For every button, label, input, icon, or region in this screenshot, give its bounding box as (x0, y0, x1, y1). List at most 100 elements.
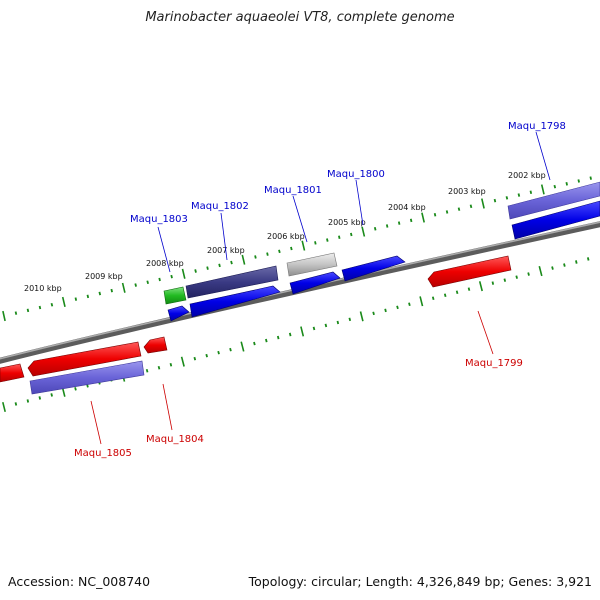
upper-ruler-minor-tick (50, 302, 54, 307)
upper-ruler-minor-tick (397, 221, 401, 225)
gene-label-maqu-1798[interactable]: Maqu_1798 (508, 121, 566, 132)
gene-arrow-left-edge[interactable] (0, 363, 25, 383)
lower-ruler-minor-tick (467, 287, 471, 291)
lower-ruler-minor-tick (443, 293, 447, 298)
upper-ruler-minor-tick (529, 190, 533, 194)
leader-maqu-1804 (162, 383, 173, 431)
upper-ruler-minor-tick (206, 266, 209, 270)
upper-ruler-minor-tick (26, 308, 30, 313)
leader-maqu-1800 (355, 179, 364, 226)
lower-ruler-minor-tick (169, 362, 173, 367)
gene-arrow-maqu-1798-cog[interactable] (507, 181, 600, 220)
upper-ruler-minor-tick (409, 218, 413, 223)
kbp-label-2002: 2002 kbp (508, 171, 546, 180)
kbp-label-2006: 2006 kbp (267, 232, 305, 241)
upper-ruler-major-tick (241, 254, 246, 265)
upper-ruler-minor-tick (230, 260, 233, 265)
upper-ruler-minor-tick (326, 238, 329, 242)
lower-ruler-minor-tick (324, 323, 328, 328)
upper-ruler-major-tick (61, 296, 66, 307)
gene-label-maqu-1804[interactable]: Maqu_1804 (146, 434, 204, 445)
gene-label-maqu-1805[interactable]: Maqu_1805 (74, 448, 132, 459)
upper-ruler-minor-tick (254, 255, 257, 259)
upper-ruler-minor-tick (505, 196, 509, 200)
lower-ruler-major-tick (359, 311, 364, 322)
upper-ruler-major-tick (301, 240, 306, 251)
upper-ruler-minor-tick (433, 213, 437, 217)
upper-ruler-minor-tick (218, 263, 221, 268)
gene-arrow-maqu-1803[interactable] (167, 305, 190, 322)
upper-ruler-minor-tick (290, 246, 293, 251)
upper-ruler-minor-tick (14, 311, 18, 315)
kbp-label-2005: 2005 kbp (328, 218, 366, 227)
gene-label-maqu-1803[interactable]: Maqu_1803 (130, 214, 188, 225)
lower-ruler-minor-tick (503, 278, 507, 282)
upper-ruler-minor-tick (445, 210, 449, 214)
lower-ruler-major-tick (180, 356, 185, 367)
upper-tick-ruler (2, 176, 592, 322)
label-leaders (90, 131, 551, 445)
lower-ruler-minor-tick (74, 387, 77, 391)
kbp-label-2008: 2008 kbp (146, 259, 184, 268)
lower-ruler-major-tick (300, 326, 305, 337)
upper-ruler-minor-tick (134, 283, 137, 287)
gene-arrow-maqu-1805-cog[interactable] (29, 360, 145, 395)
upper-ruler-minor-tick (38, 305, 42, 310)
lower-ruler-major-tick (2, 402, 6, 412)
gene-arrow-maqu-1804[interactable] (143, 336, 168, 354)
lower-ruler-minor-tick (563, 263, 566, 267)
lower-ruler-minor-tick (265, 338, 268, 343)
lower-ruler-minor-tick (229, 347, 232, 352)
lower-ruler-minor-tick (431, 296, 435, 301)
gene-label-maqu-1800[interactable]: Maqu_1800 (327, 169, 385, 180)
upper-ruler-major-tick (181, 268, 186, 279)
leader-maqu-1805 (90, 400, 102, 445)
lower-ruler-minor-tick (50, 393, 53, 397)
lower-ruler-minor-tick (253, 341, 256, 346)
gene-arrow-maqu-1801-cog[interactable] (286, 252, 338, 277)
lower-ruler-minor-tick (217, 350, 220, 355)
lower-ruler-minor-tick (276, 335, 280, 340)
upper-ruler-major-tick (121, 282, 126, 293)
genome-backbone (0, 221, 600, 364)
lower-ruler-minor-tick (384, 308, 387, 313)
lower-ruler-minor-tick (205, 353, 208, 358)
upper-ruler-major-tick (361, 226, 366, 237)
lower-ruler-major-tick (240, 341, 245, 352)
upper-ruler-major-tick (421, 212, 425, 223)
upper-ruler-minor-tick (565, 182, 568, 186)
upper-ruler-major-tick (540, 184, 545, 195)
upper-ruler-major-tick (481, 198, 485, 209)
gene-label-maqu-1799[interactable]: Maqu_1799 (465, 358, 523, 369)
gene-arrow-maqu-1800[interactable] (341, 255, 406, 282)
gene-arrow-maqu-1798[interactable] (511, 200, 600, 240)
gene-arrow-maqu-1801[interactable] (289, 271, 341, 295)
lower-ruler-minor-tick (551, 266, 554, 270)
upper-ruler-minor-tick (86, 294, 90, 299)
upper-ruler-minor-tick (314, 241, 317, 245)
gene-label-maqu-1802[interactable]: Maqu_1802 (191, 201, 249, 212)
lower-ruler-minor-tick (145, 368, 149, 373)
gene-arrow-maqu-1799[interactable] (427, 255, 512, 288)
gene-arrow-maqu-1805[interactable] (27, 341, 142, 377)
upper-ruler-minor-tick (158, 277, 161, 282)
leader-maqu-1803 (157, 226, 171, 273)
upper-ruler-minor-tick (577, 179, 580, 183)
gene-arrow-maqu-1803-cog[interactable] (163, 286, 187, 305)
gene-arrow-maqu-1802[interactable] (189, 285, 281, 318)
lower-ruler-major-tick (419, 296, 424, 307)
kbp-label-2009: 2009 kbp (85, 272, 123, 281)
lower-ruler-minor-tick (348, 317, 352, 322)
lower-ruler-minor-tick (372, 311, 375, 316)
upper-ruler-minor-tick (373, 226, 377, 231)
upper-ruler-minor-tick (98, 291, 102, 296)
gene-arrows-row-1 (163, 181, 600, 305)
kbp-label-2010: 2010 kbp (24, 284, 62, 293)
lower-ruler-minor-tick (288, 332, 292, 337)
upper-ruler-minor-tick (589, 176, 592, 180)
upper-ruler-minor-tick (338, 235, 341, 239)
gene-label-maqu-1801[interactable]: Maqu_1801 (264, 185, 322, 196)
gene-arrows-row-3 (0, 255, 512, 383)
gene-arrow-maqu-1802-cog[interactable] (185, 265, 279, 299)
upper-ruler-minor-tick (553, 184, 557, 189)
